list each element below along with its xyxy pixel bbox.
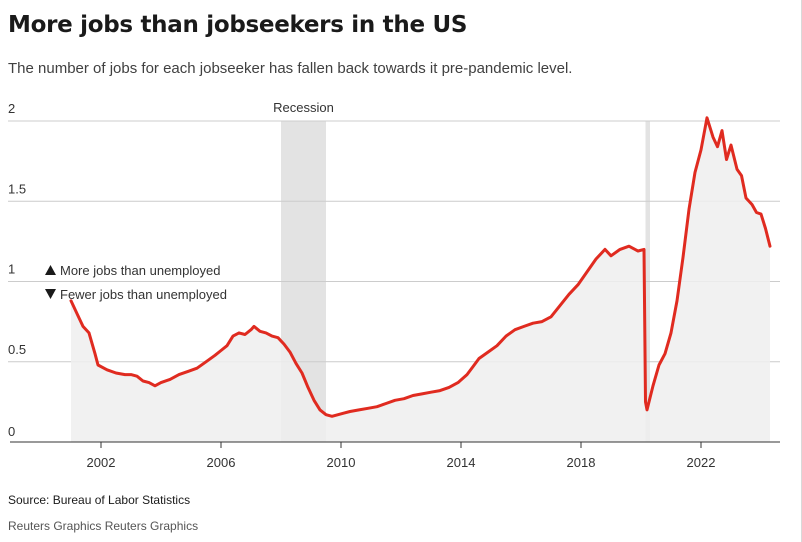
x-tick-label: 2010: [327, 455, 356, 470]
line-chart: Recession 0 0.5 1 1.5 2 2002 2006 2010 2014 2018 20…: [8, 100, 780, 470]
annotation-more: More jobs than unemployed: [60, 263, 220, 278]
y-tick-label: 1.5: [8, 181, 26, 196]
x-tick-label: 2002: [87, 455, 116, 470]
series-line: [69, 116, 772, 418]
annotation-fewer: Fewer jobs than unemployed: [60, 287, 227, 302]
x-tick-label: 2014: [447, 455, 476, 470]
y-tick-label: 0: [8, 424, 15, 439]
credit-note: Reuters Graphics Reuters Graphics: [8, 519, 199, 533]
x-tick-label: 2022: [687, 455, 716, 470]
chart-title: More jobs than jobseekers in the US: [8, 12, 468, 38]
y-tick-label: 1: [8, 262, 15, 277]
triangle-down-icon: [45, 289, 56, 299]
y-tick-label: 0.5: [8, 342, 26, 357]
triangle-up-icon: [45, 265, 56, 275]
chart-subtitle: The number of jobs for each jobseeker ha…: [8, 60, 573, 77]
x-tick-label: 2006: [207, 455, 236, 470]
series-area: [71, 117, 770, 443]
x-tick-label: 2018: [567, 455, 596, 470]
source-note: Source: Bureau of Labor Statistics: [8, 493, 191, 507]
y-tick-label: 2: [8, 101, 15, 116]
recession-label: Recession: [273, 100, 334, 115]
